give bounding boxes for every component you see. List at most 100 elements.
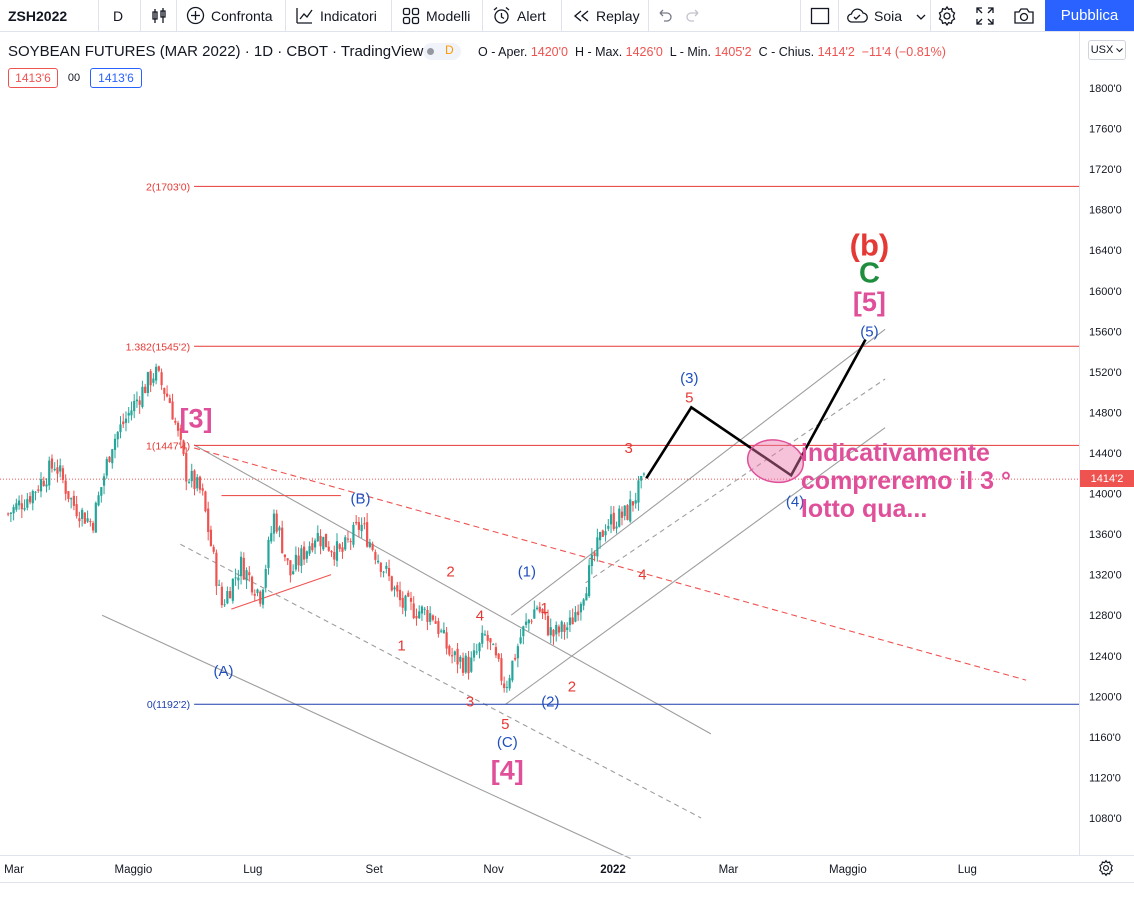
- price-chart[interactable]: 2(1703'0) 1.382(1545'2) 1(1447'4) 0(1192'2)…: [0, 32, 1134, 882]
- candle: [256, 588, 259, 597]
- candle: [294, 546, 297, 572]
- publish-button[interactable]: Pubblica: [1045, 0, 1134, 31]
- price-tick-label: 1600'0: [1089, 286, 1122, 298]
- currency-button[interactable]: USX: [1088, 40, 1126, 60]
- projection-polyline: [645, 338, 867, 480]
- candle: [231, 578, 234, 604]
- candle: [478, 642, 481, 659]
- candle: [631, 501, 635, 512]
- legend-title: SOYBEAN FUTURES (MAR 2022) · 1D · CBOT ·…: [8, 43, 424, 60]
- price-tick-label: 1080'0: [1089, 813, 1122, 825]
- fib-level-2-label: 2(1703'0): [146, 181, 190, 193]
- chart-type-button[interactable]: [150, 0, 168, 31]
- sell-button[interactable]: 1413'6: [8, 68, 58, 88]
- toolbar-divider: [800, 0, 801, 31]
- candle: [453, 650, 456, 662]
- candle: [182, 439, 185, 457]
- low-label: L - Min.: [669, 45, 711, 59]
- axis-settings-button[interactable]: [1097, 859, 1115, 882]
- symbol-search-button[interactable]: ZSH2022: [8, 0, 67, 31]
- candle: [470, 651, 473, 673]
- low-value: 1405'2: [714, 45, 752, 59]
- compare-button[interactable]: Confronta: [186, 0, 272, 31]
- undo-button[interactable]: [656, 0, 674, 31]
- projection-path: [645, 338, 867, 484]
- candle: [42, 476, 45, 487]
- candle: [519, 628, 522, 645]
- candle: [541, 608, 544, 620]
- layout-name-label: Soia: [874, 7, 903, 24]
- fullscreen-button[interactable]: [975, 0, 995, 31]
- candle: [144, 383, 147, 394]
- candle: [67, 490, 70, 503]
- candle: [45, 478, 48, 493]
- candle: [190, 463, 193, 488]
- candle: [12, 504, 15, 521]
- fib-levels: 2(1703'0) 1.382(1545'2) 1(1447'4) 0(1192'2): [0, 181, 1079, 711]
- alert-button[interactable]: Alert: [492, 0, 546, 31]
- candle: [618, 505, 621, 528]
- buy-button[interactable]: 1413'6: [90, 68, 142, 88]
- price-tick-label: 1280'0: [1089, 610, 1122, 622]
- wave-label-4-sub: 4: [476, 607, 484, 624]
- open-label: O - Aper.: [478, 45, 528, 59]
- annotation-line: compreremo il 3 °: [801, 467, 1011, 495]
- candle: [607, 519, 610, 532]
- candle: [322, 536, 325, 551]
- candle: [390, 575, 393, 592]
- time-tick-label: Nov: [483, 864, 504, 876]
- candle: [555, 621, 558, 642]
- candle: [226, 586, 229, 605]
- candle: [261, 588, 265, 609]
- candle: [505, 680, 509, 693]
- fib-level-1382-label: 1.382(1545'2): [126, 341, 190, 353]
- redo-button[interactable]: [684, 0, 702, 31]
- candle: [440, 628, 443, 633]
- candle: [426, 606, 429, 631]
- candle: [163, 387, 166, 401]
- candle: [91, 520, 95, 534]
- candle: [366, 513, 369, 548]
- top-toolbar: ZSH2022 D Confronta Indicatori Modelli A…: [0, 0, 1134, 32]
- candle: [503, 676, 506, 693]
- candle: [248, 566, 251, 582]
- fullscreen-layout-button[interactable]: [810, 0, 830, 31]
- templates-button[interactable]: Modelli: [402, 0, 470, 31]
- candle: [303, 541, 306, 565]
- price-tick-label: 1320'0: [1089, 570, 1122, 582]
- data-badge[interactable]: D: [423, 43, 461, 60]
- candle: [327, 541, 330, 552]
- price-axis[interactable]: 1800'0 1760'0 1720'0 1680'0 1640'0 1600'0 1560…: [1089, 83, 1122, 825]
- candle: [450, 647, 454, 664]
- candle: [330, 550, 333, 557]
- candle: [34, 491, 37, 501]
- candle: [289, 560, 292, 583]
- price-tick-label: 1760'0: [1089, 124, 1122, 136]
- sell-price: 1413'6: [15, 71, 51, 85]
- time-axis[interactable]: Mar Maggio Lug Set Nov 2022 Mar Maggio Lug: [4, 864, 977, 876]
- candle: [349, 538, 352, 551]
- candle: [324, 533, 328, 548]
- candle: [530, 618, 533, 625]
- wave-label-c: (C): [497, 734, 518, 751]
- replay-button[interactable]: Replay: [572, 0, 640, 31]
- price-tick-label: 1480'0: [1089, 407, 1122, 419]
- candle: [566, 622, 569, 639]
- candle: [270, 526, 273, 544]
- middle-channel-line: [180, 543, 702, 819]
- candles-icon: [152, 7, 166, 23]
- interval-button[interactable]: D: [113, 0, 123, 31]
- channel-lines: [101, 328, 1027, 860]
- candle: [368, 538, 371, 549]
- indicators-button[interactable]: Indicatori: [295, 0, 377, 31]
- candle: [130, 401, 133, 421]
- candle: [179, 424, 182, 449]
- snapshot-button[interactable]: [1013, 0, 1035, 31]
- candle: [281, 520, 284, 554]
- layout-menu-button[interactable]: Soia: [846, 0, 926, 31]
- candle: [640, 475, 643, 489]
- settings-button[interactable]: [936, 0, 958, 31]
- camera-icon: [1014, 7, 1034, 24]
- candle: [407, 590, 410, 598]
- candle: [193, 469, 196, 496]
